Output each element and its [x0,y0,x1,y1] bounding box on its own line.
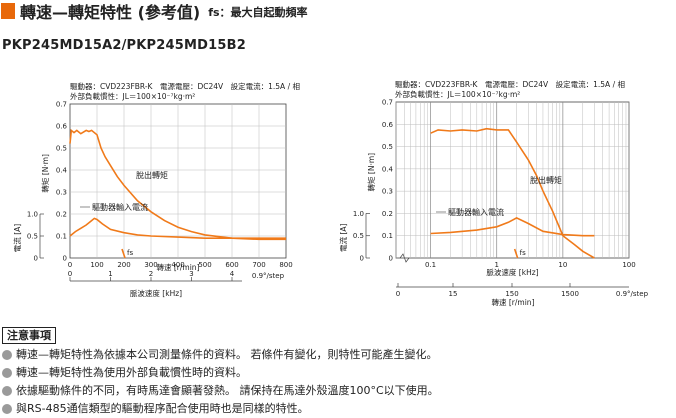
series-input-current-line [69,217,286,239]
fs-marker [513,248,519,259]
y-tick-label: 0.3 [56,189,67,197]
note-item: 轉速—轉矩特性為依據本公司測量條件的資料。 若條件有變化，則特性可能產生變化。 [2,346,662,364]
current-tick-label: 0 [360,255,364,263]
x-tick-label: 100 [90,261,103,269]
y-tick-label: 0.1 [382,232,393,240]
x-tick-label: 500 [198,261,211,269]
x-tick-label: 1 [494,261,498,269]
y-tick-label: 0.7 [56,101,67,109]
y-tick-label: 0.2 [56,211,67,219]
x-tick-label: 0.1 [425,261,436,269]
freq-tick-label: 3 [189,270,193,278]
x-tick-label: 800 [279,261,292,269]
x-axis-label: 轉速 [r/min] [157,262,200,272]
freq-axis-label: 脈波速度 [kHz] [130,288,182,298]
model-name: PKP245MD15A2/PKP245MD15B2 [2,38,246,53]
chart-info-line1: 驅動器：CVD223FBR-K 電源電壓：DC24V 設定電流：1.5A / 相 [395,79,625,89]
step-label: 0.9°/step [252,272,285,280]
x-tick-label: 200 [117,261,130,269]
page-subtitle: fs：最大自起動頻率 [208,6,308,19]
bullet-icon [2,368,12,378]
bullet-icon [2,350,12,360]
series-label: 驅動器輸入電流 [92,202,148,212]
notes-title: 注意事項 [2,327,56,344]
series-label: 脫出轉矩 [136,170,168,180]
notes-section: 注意事項 轉速—轉矩特性為依據本公司測量條件的資料。 若條件有變化，則特性可能產… [2,324,662,418]
note-item: 依據驅動條件的不同，有時馬達會顯著發熱。 請保持在馬達外殼溫度100°C以下使用… [2,382,662,400]
y-tick-label: 0.2 [382,210,393,218]
speed-tick-label: 150 [505,290,518,298]
y-axis-label: 轉矩 [N·m] [366,153,376,192]
x-tick-label: 400 [171,261,184,269]
section-header: 轉速—轉矩特性 (參考值) fs：最大自起動頻率 [0,0,308,22]
speed-axis-label: 轉速 [r/min] [492,297,535,307]
freq-tick-label: 4 [230,270,235,278]
x-axis-label: 脈波速度 [kHz] [486,267,538,277]
current-tick-label: 1.0 [353,210,364,218]
series-input-current-line [430,217,595,237]
x-tick-label: 300 [144,261,157,269]
y-tick-label: 0 [389,255,393,263]
y-tick-label: 0.7 [382,99,393,107]
axis-break-icon [399,253,410,263]
note-text: 轉速—轉矩特性為依據本公司測量條件的資料。 若條件有變化，則特性可能產生變化。 [16,348,438,361]
freq-tick-label: 1 [108,270,112,278]
speed-tick-label: 1500 [561,290,579,298]
fs-label: fs [520,249,526,257]
x-tick-label: 100 [622,261,635,269]
y-tick-label: 0.5 [56,145,67,153]
x-tick-label: 600 [225,261,238,269]
y-tick-label: 0.4 [56,167,68,175]
x-tick-label: 10 [558,261,567,269]
chart-info-line1: 驅動器：CVD223FBR-K 電源電壓：DC24V 設定電流：1.5A / 相 [70,81,300,91]
note-item: 與RS-485通信類型的驅動程序配合使用時也是同樣的特性。 [2,400,662,418]
y-tick-label: 0.6 [56,123,68,131]
bullet-icon [2,404,12,414]
speed-tick-label: 0 [396,290,400,298]
series-label: 脫出轉矩 [530,175,562,185]
step-label: 0.9°/step [616,290,649,298]
note-text: 與RS-485通信類型的驅動程序配合使用時也是同樣的特性。 [16,402,309,415]
y-tick-label: 0.3 [382,188,393,196]
y-tick-label: 0.5 [382,143,393,151]
fs-label: fs [127,249,133,257]
x-tick-label: 0 [68,261,72,269]
chart-info-line2: 外部負載慣性：JL＝100×10⁻⁷kg·m² [70,91,195,101]
series-label: 驅動器輸入電流 [448,207,504,217]
current-tick-label: 0 [34,255,38,263]
current-tick-label: 1.0 [27,211,38,219]
fs-marker [121,248,126,259]
header-accent-bar [1,3,15,19]
bullet-icon [2,386,12,396]
current-tick-label: 0.5 [353,232,364,240]
charts-area: 驅動器：CVD223FBR-K 電源電壓：DC24V 設定電流：1.5A / 相… [12,79,649,307]
y-tick-label: 0 [63,255,67,263]
y-tick-label: 0.4 [382,165,394,173]
page-title: 轉速—轉矩特性 (參考值) [20,3,201,22]
note-text: 轉速—轉矩特性為使用外部負載慣性時的資料。 [16,366,247,379]
note-item: 轉速—轉矩特性為使用外部負載慣性時的資料。 [2,364,662,382]
plot-area [395,101,630,259]
x-tick-label: 700 [252,261,265,269]
series-pullout-torque-line [69,128,286,241]
freq-tick-label: 0 [68,270,72,278]
chart-info-line2: 外部負載慣性：JL＝100×10⁻⁷kg·m² [395,89,520,99]
current-axis-label: 電流 [A] [12,224,22,252]
current-tick-label: 0.5 [27,233,38,241]
y-tick-label: 0.6 [382,121,394,129]
current-axis-label: 電流 [A] [338,223,348,251]
series-pullout-torque-line [430,127,595,259]
freq-tick-label: 2 [149,270,153,278]
speed-tick-label: 15 [449,290,458,298]
note-text: 依據驅動條件的不同，有時馬達會顯著發熱。 請保持在馬達外殼溫度100°C以下使用… [16,384,439,397]
y-tick-label: 0.1 [56,233,67,241]
notes-list: 轉速—轉矩特性為依據本公司測量條件的資料。 若條件有變化，則特性可能產生變化。 … [2,346,662,418]
y-axis-label: 轉矩 [N·m] [40,154,50,193]
